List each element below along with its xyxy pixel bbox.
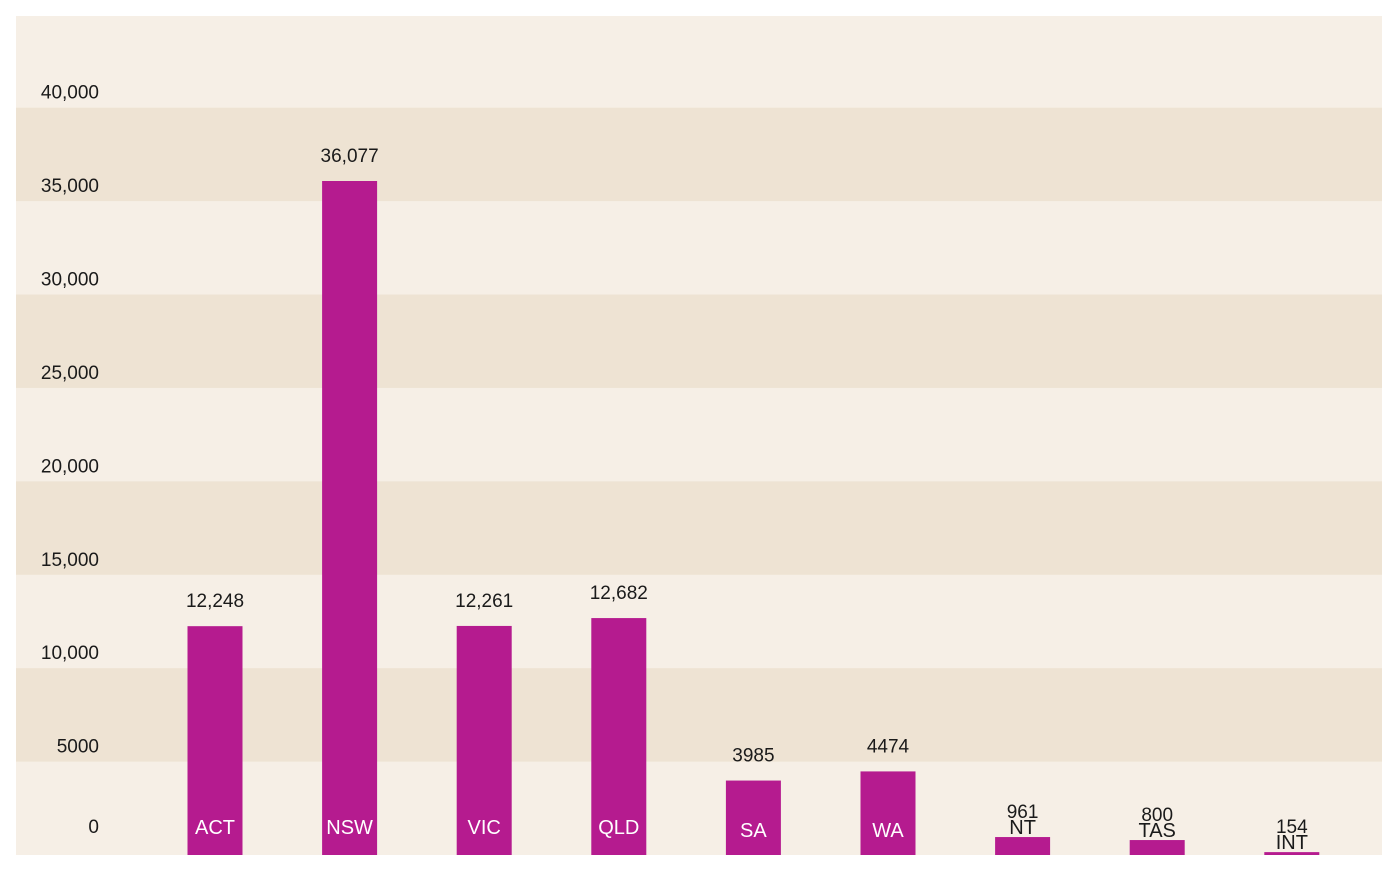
data-label: 154: [1276, 817, 1308, 838]
data-label: 3985: [732, 746, 774, 767]
data-label: 36,077: [321, 146, 379, 167]
data-label: 12,261: [455, 591, 513, 612]
bar: [322, 181, 378, 855]
data-label: 800: [1141, 805, 1173, 826]
y-tick-label: 15,000: [41, 550, 99, 571]
category-label: VIC: [468, 817, 501, 839]
data-label: 12,248: [186, 591, 244, 612]
bar: [995, 837, 1051, 855]
bar: [591, 618, 647, 855]
data-labels: 12,248 36,077 12,261 12,682 3985 4474 961 800 15…: [186, 146, 1308, 838]
category-label: ACT: [195, 817, 235, 839]
data-label: 4474: [867, 736, 910, 757]
category-label: WA: [872, 820, 904, 842]
bar: [860, 771, 916, 855]
bar: [456, 625, 512, 855]
grid-band: [16, 294, 1382, 388]
grid-band: [16, 481, 1382, 575]
y-tick-label: 10,000: [41, 643, 99, 664]
category-label: TAS: [1138, 820, 1175, 842]
y-tick-label: 35,000: [41, 176, 99, 197]
y-tick-label: 5000: [57, 737, 99, 758]
category-label: QLD: [598, 817, 639, 839]
category-label: NT: [1009, 817, 1036, 839]
category-label: INT: [1276, 832, 1308, 854]
bar: [187, 626, 243, 855]
y-tick-label: 20,000: [41, 456, 99, 477]
data-label: 12,682: [590, 583, 648, 604]
bar: [1264, 852, 1320, 855]
background-bands: [16, 16, 1382, 855]
data-label: 961: [1007, 802, 1039, 823]
y-tick-label: 0: [88, 817, 99, 838]
y-tick-label: 25,000: [41, 363, 99, 384]
y-tick-label: 40,000: [41, 83, 99, 104]
y-tick-label: 30,000: [41, 270, 99, 291]
bar: [725, 780, 781, 855]
bars: [187, 181, 1320, 855]
y-axis-tick-labels: 0 5000 10,000 15,000 20,000 25,000 30,000 35,00…: [41, 83, 99, 838]
bar: [1129, 840, 1185, 855]
grid-band: [16, 668, 1382, 762]
grid-band: [16, 107, 1382, 202]
category-labels: ACT NSW VIC QLD SA WA NT TAS INT: [195, 817, 1308, 854]
category-label: SA: [740, 820, 767, 842]
category-label: NSW: [326, 817, 373, 839]
